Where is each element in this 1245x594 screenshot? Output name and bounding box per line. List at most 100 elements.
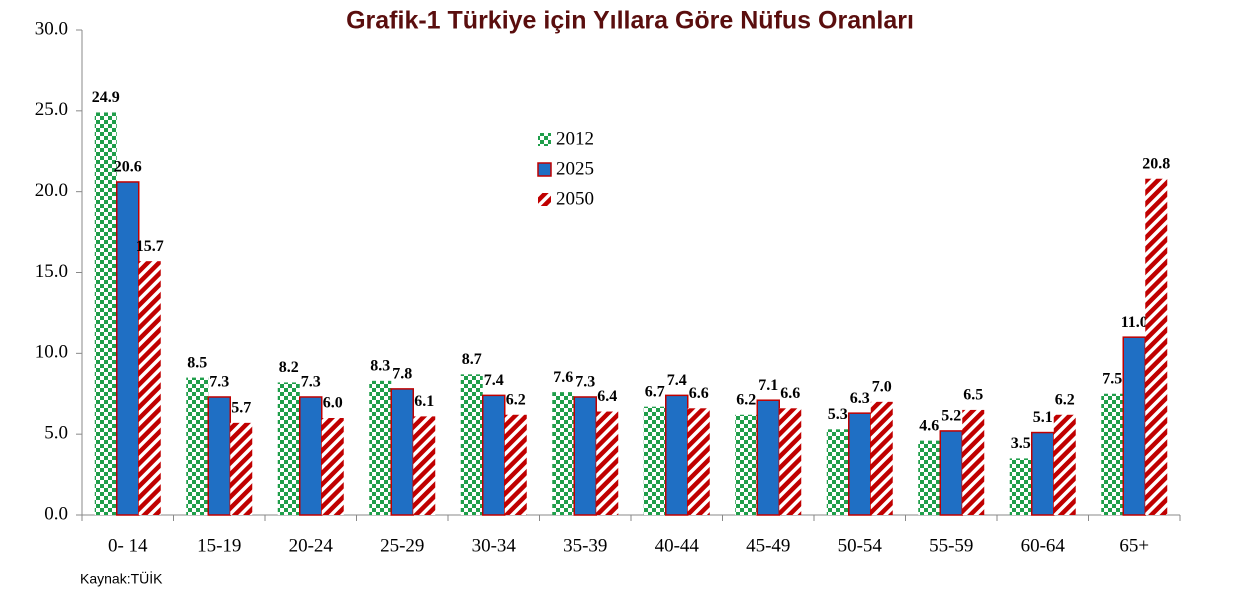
value-label: 3.5 bbox=[1011, 435, 1031, 452]
x-tick-label: 60-64 bbox=[1021, 535, 1066, 556]
value-label: 7.3 bbox=[575, 374, 595, 391]
bar bbox=[643, 406, 666, 515]
bar bbox=[504, 414, 527, 515]
bar bbox=[848, 412, 872, 516]
bar bbox=[1053, 414, 1076, 515]
bar bbox=[665, 394, 689, 516]
legend-label: 2050 bbox=[556, 188, 594, 209]
value-label: 15.7 bbox=[136, 238, 164, 255]
value-label: 6.4 bbox=[597, 388, 617, 405]
value-label: 5.1 bbox=[1033, 409, 1053, 426]
value-label: 4.6 bbox=[919, 417, 939, 434]
y-tick-label: 15.0 bbox=[35, 261, 68, 282]
x-tick-label: 0- 14 bbox=[108, 535, 148, 556]
x-tick-label: 15-19 bbox=[197, 535, 241, 556]
bar bbox=[756, 399, 780, 516]
bar bbox=[596, 411, 619, 515]
y-tick-label: 20.0 bbox=[35, 180, 68, 201]
bar bbox=[552, 392, 575, 515]
value-label: 11.0 bbox=[1121, 314, 1148, 331]
legend-label: 2025 bbox=[556, 158, 594, 179]
bar bbox=[1031, 431, 1055, 516]
y-tick-label: 25.0 bbox=[35, 99, 68, 120]
value-label: 6.6 bbox=[689, 385, 709, 402]
chart-title: Grafik-1 Türkiye için Yıllara Göre Nüfus… bbox=[346, 7, 914, 35]
bar bbox=[277, 382, 300, 515]
x-tick-label: 20-24 bbox=[289, 535, 334, 556]
value-label: 8.2 bbox=[279, 359, 299, 376]
bar bbox=[1101, 393, 1124, 515]
bar bbox=[390, 388, 414, 516]
x-tick-label: 55-59 bbox=[929, 535, 973, 556]
bar bbox=[1145, 178, 1168, 515]
x-tick-label: 65+ bbox=[1119, 535, 1149, 556]
y-tick-label: 0.0 bbox=[44, 503, 68, 524]
legend-swatch bbox=[538, 193, 551, 206]
value-label: 7.0 bbox=[872, 379, 892, 396]
value-label: 6.2 bbox=[1055, 391, 1075, 408]
value-label: 6.2 bbox=[506, 391, 526, 408]
bar bbox=[1009, 458, 1032, 515]
bar bbox=[230, 422, 253, 515]
bar bbox=[186, 377, 209, 515]
bar bbox=[369, 380, 392, 515]
y-tick-label: 30.0 bbox=[35, 18, 68, 39]
bar bbox=[918, 440, 941, 515]
bar bbox=[735, 414, 758, 515]
bar bbox=[321, 418, 344, 515]
x-tick-label: 30-34 bbox=[472, 535, 517, 556]
value-label: 7.4 bbox=[484, 372, 504, 389]
value-label: 7.8 bbox=[392, 366, 412, 383]
y-tick-label: 5.0 bbox=[44, 423, 68, 444]
value-label: 7.4 bbox=[667, 372, 687, 389]
value-label: 20.6 bbox=[114, 159, 142, 176]
source-note: Kaynak:TÜİK bbox=[80, 570, 163, 587]
value-label: 24.9 bbox=[92, 89, 120, 106]
value-label: 6.6 bbox=[780, 385, 800, 402]
bar bbox=[573, 396, 597, 516]
value-label: 8.3 bbox=[370, 357, 390, 374]
x-tick-label: 50-54 bbox=[838, 535, 883, 556]
value-label: 7.6 bbox=[553, 369, 573, 386]
value-label: 6.0 bbox=[323, 395, 343, 412]
value-label: 7.3 bbox=[301, 374, 321, 391]
value-label: 6.5 bbox=[963, 387, 983, 404]
bar bbox=[1122, 336, 1146, 516]
bar bbox=[94, 112, 117, 515]
x-tick-label: 25-29 bbox=[380, 535, 424, 556]
y-tick-label: 10.0 bbox=[35, 342, 68, 363]
value-label: 6.1 bbox=[414, 393, 434, 410]
legend-label: 2012 bbox=[556, 128, 594, 149]
x-tick-label: 35-39 bbox=[563, 535, 607, 556]
value-label: 6.2 bbox=[736, 391, 756, 408]
bar bbox=[413, 416, 436, 515]
bar bbox=[138, 261, 161, 515]
bar bbox=[687, 408, 710, 515]
value-label: 8.5 bbox=[187, 354, 207, 371]
bar bbox=[207, 396, 231, 516]
legend-swatch bbox=[538, 133, 551, 146]
bar bbox=[299, 396, 323, 516]
value-label: 8.7 bbox=[462, 351, 482, 368]
value-label: 5.7 bbox=[231, 400, 251, 417]
bar bbox=[826, 429, 849, 515]
value-label: 5.2 bbox=[941, 408, 961, 425]
value-label: 7.1 bbox=[758, 377, 778, 394]
value-label: 7.3 bbox=[209, 374, 229, 391]
bar bbox=[870, 401, 893, 515]
bar bbox=[939, 430, 963, 516]
x-tick-label: 45-49 bbox=[746, 535, 790, 556]
value-label: 5.3 bbox=[828, 406, 848, 423]
value-label: 7.5 bbox=[1102, 370, 1122, 387]
value-label: 6.7 bbox=[645, 383, 665, 400]
bar bbox=[116, 181, 140, 516]
legend-swatch bbox=[537, 162, 552, 177]
value-label: 6.3 bbox=[850, 390, 870, 407]
bar bbox=[779, 408, 802, 515]
x-tick-label: 40-44 bbox=[655, 535, 700, 556]
bar bbox=[482, 394, 506, 516]
value-label: 20.8 bbox=[1142, 155, 1170, 172]
bar bbox=[460, 374, 483, 515]
bar bbox=[962, 409, 985, 515]
